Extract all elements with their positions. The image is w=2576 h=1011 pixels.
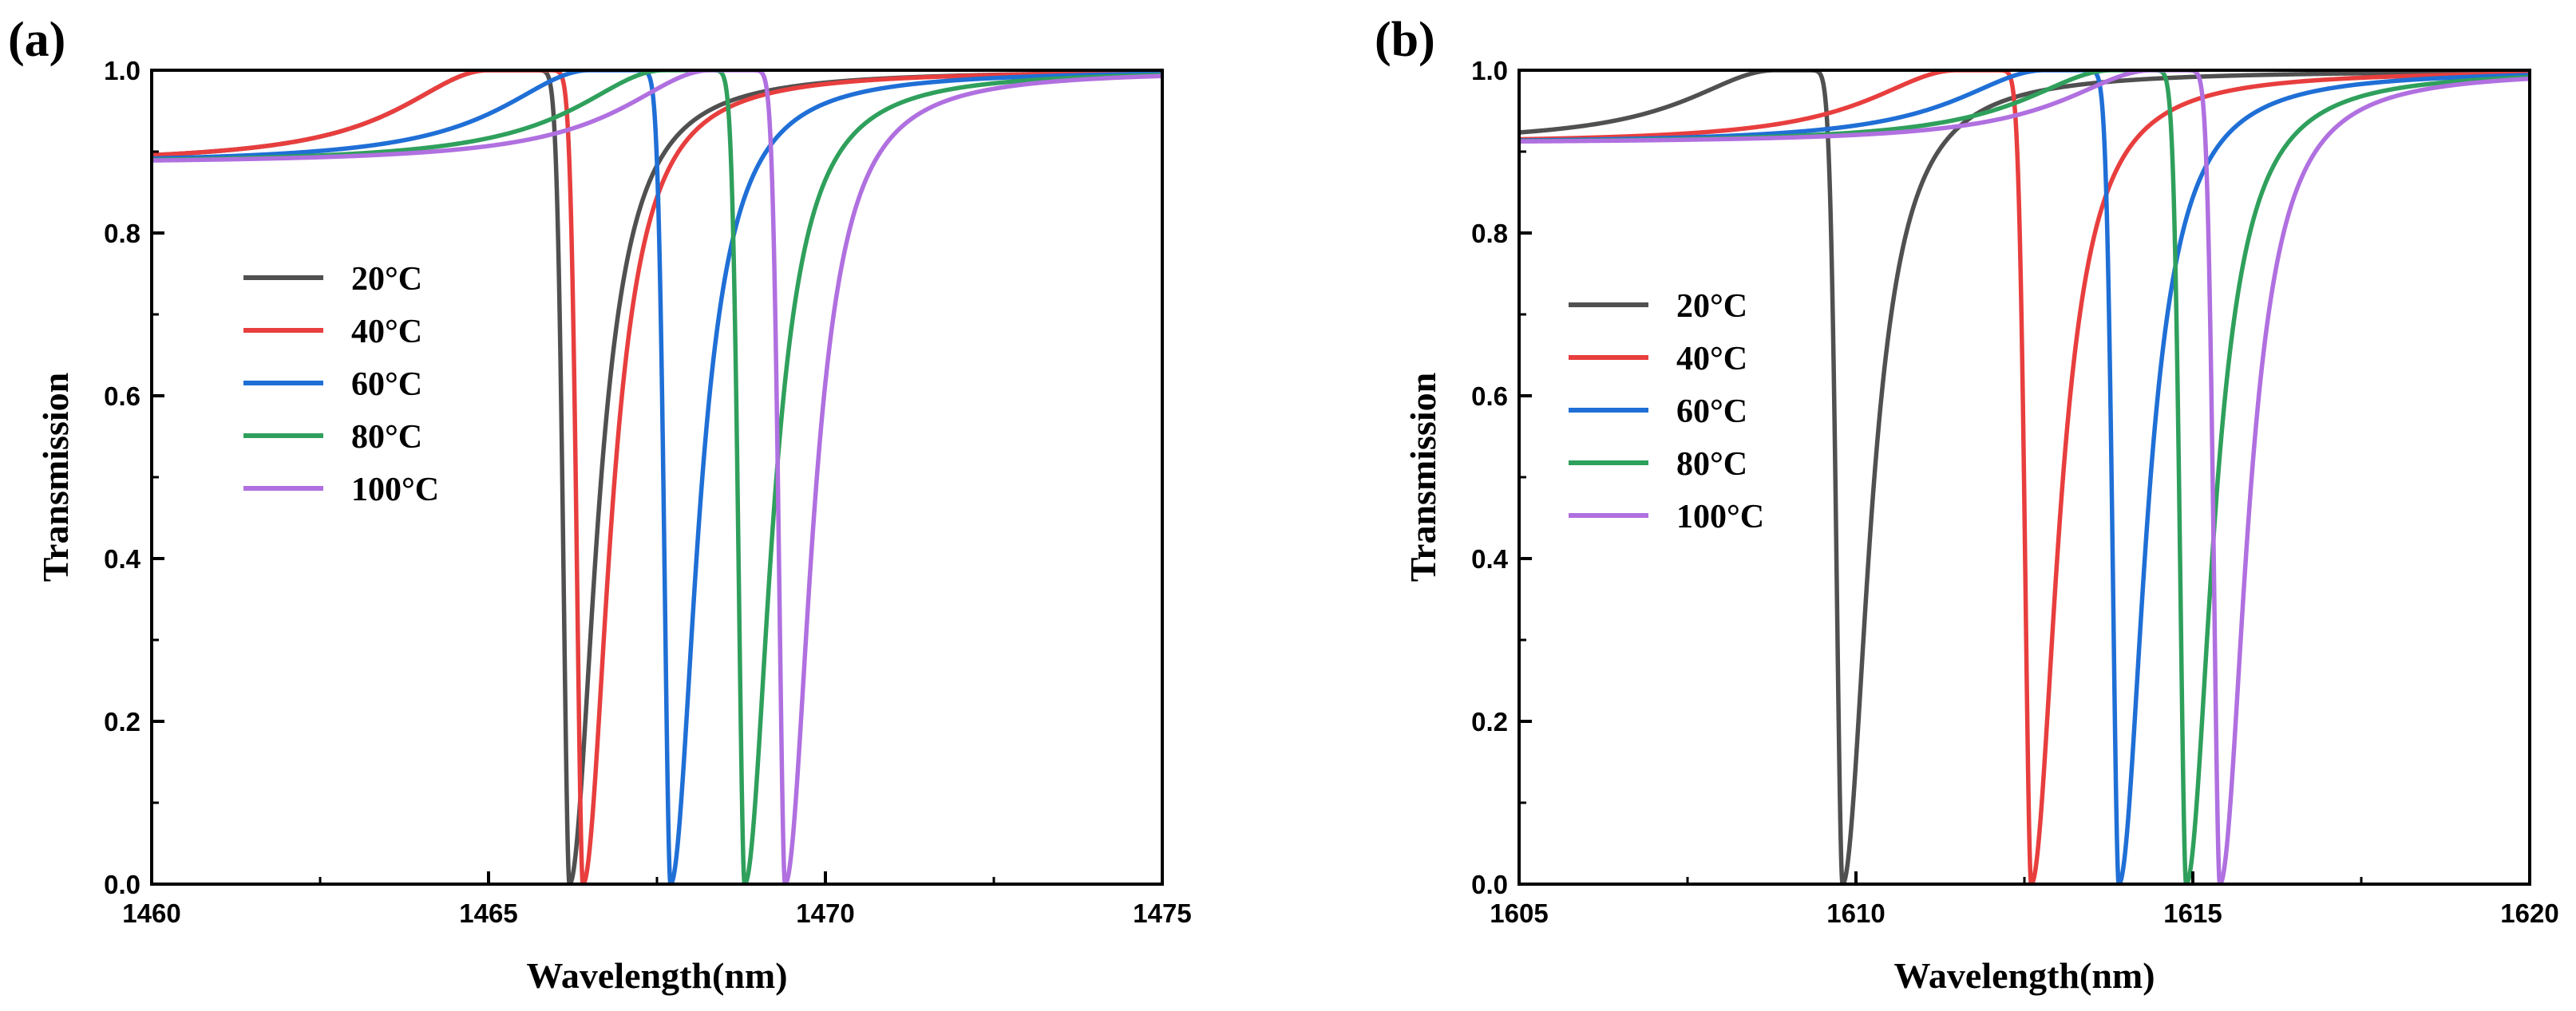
- y-tick-label: 0.4: [1471, 544, 1509, 574]
- x-tick-label: 1620: [2500, 898, 2558, 928]
- x-axis-title: Wavelength(nm): [1893, 955, 2155, 996]
- legend-label: 100°C: [351, 472, 439, 508]
- y-tick-label: 1.0: [104, 56, 140, 85]
- y-axis-title: Transmission: [35, 373, 76, 582]
- y-tick-label: 1.0: [1471, 56, 1508, 85]
- y-tick-label: 0.4: [104, 544, 141, 574]
- y-tick-label: 0.6: [1471, 381, 1508, 411]
- y-tick-label: 0.6: [104, 381, 140, 411]
- legend-label: 80°C: [1676, 446, 1747, 483]
- series-line-60c: [1519, 70, 2530, 884]
- legend-label: 20°C: [351, 261, 422, 298]
- chart-panel-b: 1605 1610 1615 1620 0.0 0.2 0.4 0.6 0.8 1.0 Wavele…: [1375, 13, 2559, 996]
- legend-label: 60°C: [351, 366, 422, 403]
- legend: 20°C 40°C 60°C 80°C 100°C: [1569, 288, 1764, 535]
- y-tick-label: 0.2: [1471, 707, 1508, 737]
- y-tick-label: 0.0: [104, 870, 140, 899]
- chart-panel-a: 1460 1465 1470 1475 0.0 0.2 0.4 0.6 0.8 1.0 Wavele…: [8, 13, 1192, 996]
- y-axis-title: Transmission: [1403, 373, 1443, 582]
- legend-label: 40°C: [351, 314, 422, 350]
- legend-label: 100°C: [1676, 499, 1764, 535]
- legend-label: 40°C: [1676, 341, 1747, 377]
- x-tick-label: 1465: [459, 898, 517, 928]
- series-line-40c: [152, 70, 1162, 884]
- x-tick-label: 1615: [2163, 898, 2222, 928]
- panel-label: (b): [1375, 13, 1435, 67]
- x-tick-label: 1460: [122, 898, 180, 928]
- x-tick-label: 1470: [796, 898, 854, 928]
- series-line-60c: [152, 70, 1162, 884]
- x-tick-label: 1475: [1133, 898, 1191, 928]
- legend-label: 20°C: [1676, 288, 1747, 325]
- series-line-20c: [1519, 70, 2530, 884]
- x-axis-title: Wavelength(nm): [526, 955, 787, 996]
- x-tick-label: 1605: [1490, 898, 1548, 928]
- y-tick-label: 0.8: [104, 219, 140, 248]
- series-line-80c: [152, 70, 1162, 884]
- y-tick-label: 0.0: [1471, 870, 1508, 899]
- y-tick-label: 0.2: [104, 707, 140, 737]
- series-group: [152, 70, 1162, 884]
- legend: 20°C 40°C 60°C 80°C 100°C: [243, 261, 439, 508]
- series-line-40c: [1519, 70, 2530, 884]
- legend-label: 60°C: [1676, 393, 1747, 430]
- x-tick-label: 1610: [1826, 898, 1885, 928]
- legend-label: 80°C: [351, 419, 422, 456]
- panel-label: (a): [8, 13, 65, 67]
- y-tick-label: 0.8: [1471, 219, 1508, 248]
- series-group: [1519, 70, 2530, 884]
